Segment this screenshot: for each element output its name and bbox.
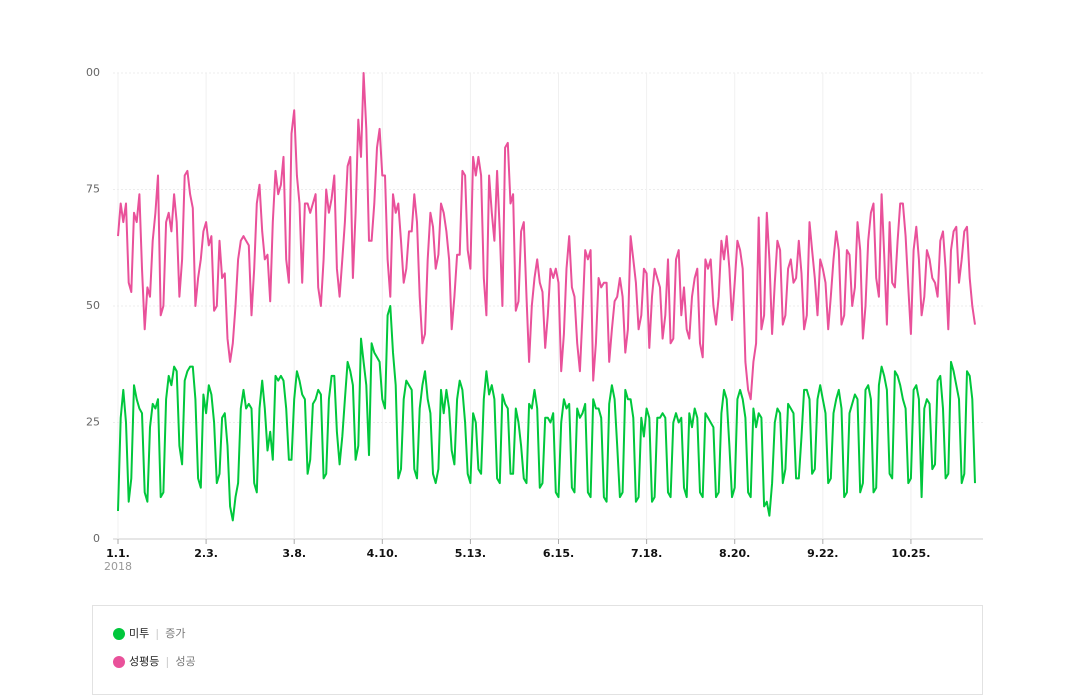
legend-marker <box>113 656 125 668</box>
x-tick-label: 4.10. <box>367 547 398 560</box>
x-tick-label: 1.1. <box>106 547 130 560</box>
legend-marker <box>113 628 125 640</box>
x-tick-label: 9.22. <box>807 547 838 560</box>
y-tick-label: 0 <box>93 532 100 545</box>
x-tick-label: 5.13. <box>455 547 486 560</box>
legend-label: 미투 <box>129 627 149 640</box>
legend-label: 성평등 <box>129 655 159 668</box>
series-line <box>117 305 976 522</box>
legend-box <box>92 605 983 695</box>
x-tick-label: 2.3. <box>194 547 218 560</box>
x-year-label: 2018 <box>104 560 132 573</box>
y-tick-label: 00 <box>86 66 100 79</box>
y-tick-label: 50 <box>86 299 100 312</box>
series-line <box>117 72 976 401</box>
x-tick-label: 8.20. <box>719 547 750 560</box>
y-tick-label: 25 <box>86 416 100 429</box>
y-tick-label: 75 <box>86 183 100 196</box>
x-tick-label: 10.25. <box>891 547 930 560</box>
x-tick-label: 7.18. <box>631 547 662 560</box>
x-tick-label: 3.8. <box>282 547 306 560</box>
legend-note: 성공 <box>175 655 195 668</box>
legend-note: 증가 <box>165 627 185 640</box>
x-tick-label: 6.15. <box>543 547 574 560</box>
